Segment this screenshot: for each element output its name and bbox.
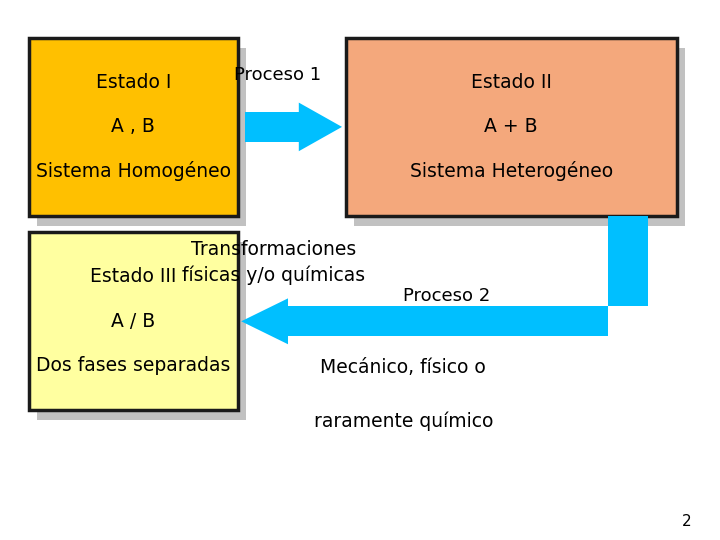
Polygon shape (245, 112, 299, 141)
Text: Sistema Homogéneo: Sistema Homogéneo (36, 161, 230, 181)
FancyBboxPatch shape (37, 242, 246, 420)
FancyBboxPatch shape (29, 38, 238, 216)
Text: Mecánico, físico o: Mecánico, físico o (320, 357, 486, 377)
Text: Estado I: Estado I (96, 73, 171, 92)
Polygon shape (608, 216, 648, 306)
FancyBboxPatch shape (29, 232, 238, 410)
Text: Proceso 2: Proceso 2 (402, 287, 490, 305)
Polygon shape (299, 103, 342, 151)
Polygon shape (288, 306, 608, 336)
Text: Estado II: Estado II (471, 73, 552, 92)
Text: Estado III: Estado III (90, 267, 176, 286)
Text: Transformaciones
físicas y/o químicas: Transformaciones físicas y/o químicas (182, 240, 365, 285)
FancyBboxPatch shape (37, 48, 246, 226)
Text: 2: 2 (682, 514, 691, 529)
Text: A / B: A / B (111, 312, 156, 331)
Text: Sistema Heterogéneo: Sistema Heterogéneo (410, 161, 613, 181)
Text: raramente químico: raramente químico (313, 411, 493, 431)
Text: A + B: A + B (485, 117, 538, 137)
Text: Dos fases separadas: Dos fases separadas (36, 356, 230, 375)
FancyBboxPatch shape (346, 38, 677, 216)
FancyBboxPatch shape (354, 48, 685, 226)
Text: Proceso 1: Proceso 1 (233, 66, 321, 84)
Polygon shape (241, 298, 288, 345)
Text: A , B: A , B (112, 117, 155, 137)
